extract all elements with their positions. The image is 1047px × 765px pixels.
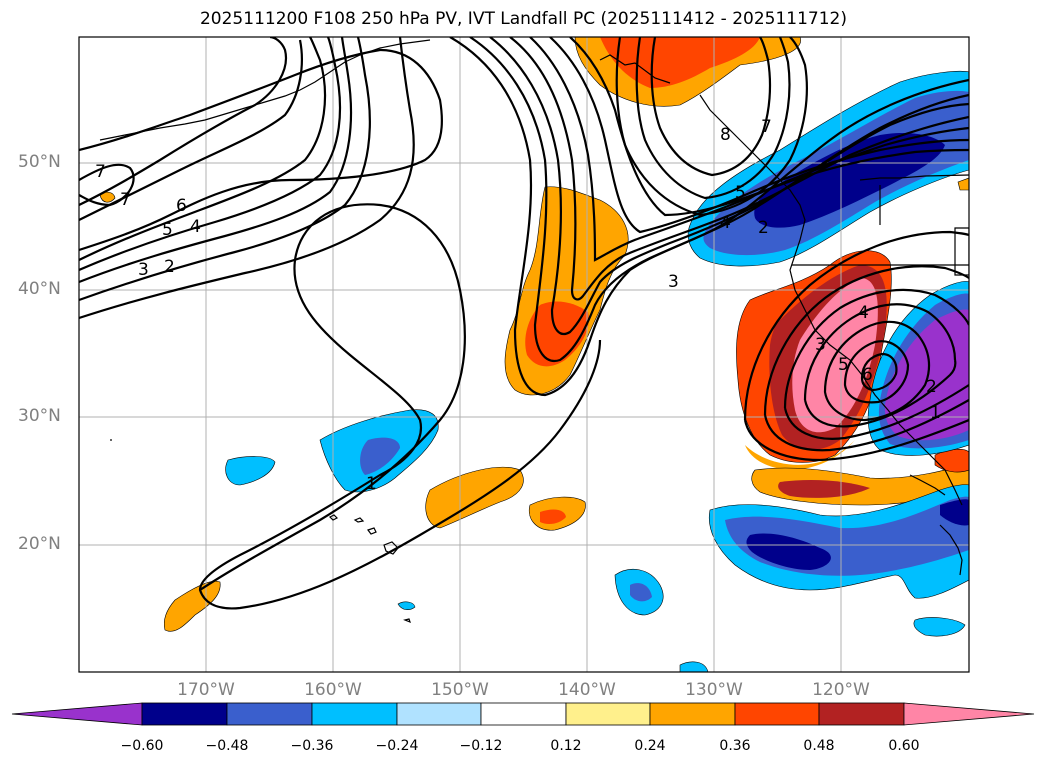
contour-label: 4 [858, 303, 869, 323]
colorbar-tick-label: 0.60 [888, 738, 920, 754]
graticule [79, 37, 969, 672]
positive-anomaly-central-pacific-core [525, 301, 589, 367]
negative-anomaly-subtropical-core [746, 533, 831, 570]
contour-label: 5 [838, 355, 849, 375]
colorbar-tick-label: 0.36 [719, 738, 751, 754]
contour-label: 4 [720, 213, 731, 233]
colorbar-segment [734, 702, 820, 726]
negative-anomaly-blob [225, 456, 276, 486]
islands [110, 54, 671, 624]
lon-label: 140°W [558, 680, 616, 700]
colorbar-tick-label: −0.48 [205, 738, 249, 754]
contour-label: 8 [720, 125, 731, 145]
negative-anomaly-blob [630, 583, 652, 602]
lon-label: 150°W [431, 680, 489, 700]
colorbar-segment [565, 702, 651, 726]
lat-label: 30°N [18, 406, 61, 426]
lon-label: 120°W [812, 680, 870, 700]
colorbar-tick-label: 0.24 [634, 738, 666, 754]
positive-anomaly-blob [425, 466, 524, 529]
contour-label: 3 [138, 260, 149, 280]
lon-label: 160°W [304, 680, 362, 700]
contour-label: 7 [95, 162, 106, 182]
negative-anomaly-blob [397, 601, 416, 610]
colorbar-extend-high [903, 702, 1035, 726]
colorbar-segment [226, 702, 313, 726]
colorbar-tick-label: −0.60 [120, 738, 164, 754]
contour-label: 5 [735, 183, 746, 203]
colorbar-tick-label: 0.48 [803, 738, 835, 754]
negative-anomaly-pacific-northwest-core [754, 133, 945, 228]
contour-label: 6 [176, 196, 187, 216]
contour-label: 1 [366, 474, 377, 494]
contour-labels: 7 7 6 5 4 3 2 1 3 4 5 7 8 2 4 3 5 6 1 2 [95, 117, 941, 494]
contour-label: 3 [668, 272, 679, 292]
contour-label: 1 [930, 403, 941, 423]
colorbar-tick-label: −0.24 [375, 738, 419, 754]
contour-label: 7 [120, 190, 131, 210]
colorbar-tick-label: −0.36 [290, 738, 334, 754]
positive-anomaly-california-orange-rim [745, 440, 855, 470]
colorbar-segment [311, 702, 398, 726]
colorbar-segment [818, 702, 905, 726]
colorbar-tick-label: −0.12 [459, 738, 503, 754]
colorbar-segment [649, 702, 736, 726]
lon-label: 130°W [685, 680, 743, 700]
map-frame [78, 36, 970, 673]
positive-anomaly-alaska-core [600, 37, 760, 88]
positive-anomaly-blob [957, 177, 969, 191]
positive-anomaly-subtropical-core [778, 480, 870, 498]
pv-contours [79, 37, 969, 610]
negative-anomaly-subtropical-core [940, 499, 969, 526]
positive-anomaly-blob [540, 509, 566, 525]
lat-label: 40°N [18, 279, 61, 299]
contour-label: 2 [758, 218, 769, 238]
contour-label: 6 [862, 365, 873, 385]
lon-label: 170°W [177, 680, 235, 700]
lat-label: 50°N [18, 152, 61, 172]
contour-label: 3 [815, 335, 826, 355]
contour-label: 2 [926, 377, 937, 397]
negative-anomaly-blob [679, 661, 709, 672]
colorbar [11, 702, 1035, 726]
colorbar-tick-label: 0.12 [550, 738, 582, 754]
contour-label: 5 [162, 220, 173, 240]
colorbar-segment [141, 702, 228, 726]
contour-label: 4 [190, 217, 201, 237]
negative-anomaly-central-pacific-core [360, 437, 400, 475]
contour-label: 2 [164, 257, 175, 277]
colorbar-segment [480, 702, 567, 726]
negative-anomaly-blob [913, 617, 966, 637]
lat-label: 20°N [18, 534, 61, 554]
colorbar-extend-low [11, 702, 143, 726]
colorbar-segment [396, 702, 482, 726]
contour-label: 7 [761, 117, 772, 137]
map-title: 2025111200 F108 250 hPa PV, IVT Landfall… [199, 9, 847, 29]
